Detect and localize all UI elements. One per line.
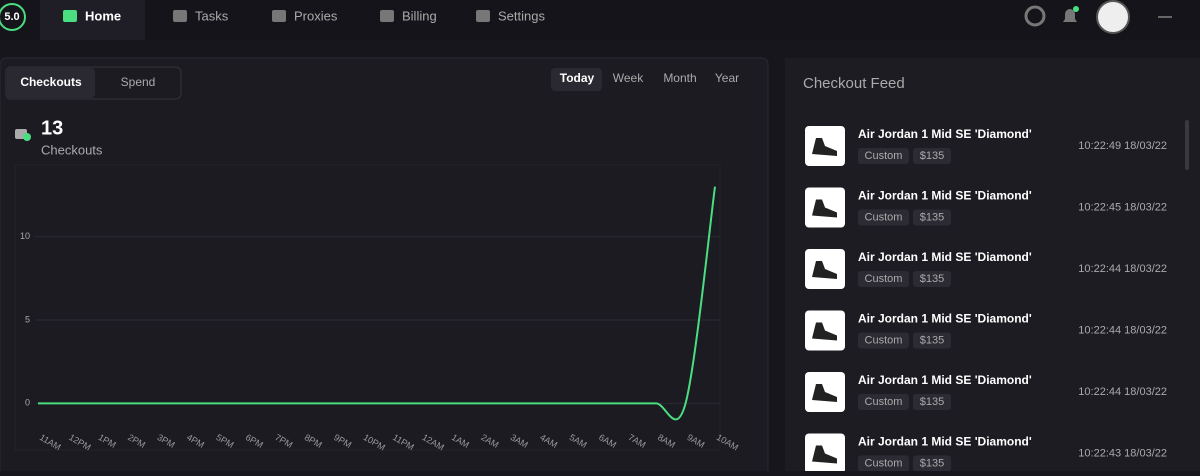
nav-item[interactable]: Settings <box>498 8 545 23</box>
tag-bg <box>913 455 951 472</box>
nav-icon[interactable] <box>272 10 286 22</box>
checkout-time: 10:22:44 18/03/22 <box>1078 324 1167 336</box>
tag-bg <box>858 209 909 226</box>
tag: $135 <box>920 396 944 408</box>
scrollbar[interactable] <box>1185 120 1189 170</box>
nav-icon[interactable] <box>380 10 394 22</box>
notification-dot <box>1073 6 1079 12</box>
tag: $135 <box>920 150 944 162</box>
product-name: Air Jordan 1 Mid SE 'Diamond' <box>858 127 1032 141</box>
y-tick-label: 10 <box>20 231 30 241</box>
nav-item[interactable]: Home <box>85 8 121 23</box>
tab[interactable]: Checkouts <box>20 75 82 89</box>
range-option[interactable]: Today <box>560 71 595 85</box>
active-nav-bg <box>40 0 145 40</box>
tag-bg <box>858 148 909 164</box>
line <box>38 186 716 421</box>
feed-title: Checkout Feed <box>803 75 905 92</box>
tag: Custom <box>865 211 903 223</box>
checkout-time: 10:22:49 18/03/22 <box>1078 140 1167 152</box>
product-image <box>805 433 845 474</box>
nav-icon[interactable] <box>476 10 490 22</box>
tag-bg <box>858 271 909 287</box>
range-active-bg <box>551 68 602 91</box>
product-name: Air Jordan 1 Mid SE 'Diamond' <box>858 373 1032 387</box>
product-name: Air Jordan 1 Mid SE 'Diamond' <box>858 435 1032 449</box>
nav-item[interactable]: Billing <box>402 8 437 23</box>
tag-bg <box>913 394 951 410</box>
range-option[interactable]: Month <box>663 71 696 85</box>
tag-bg <box>913 332 951 349</box>
stat-icon <box>15 129 31 141</box>
tag: Custom <box>865 273 903 285</box>
shoe-icon <box>812 138 837 156</box>
tag: $135 <box>920 211 944 223</box>
tag-bg <box>913 209 951 226</box>
stat-label: Checkouts <box>41 142 103 157</box>
checkout-time: 10:22:45 18/03/22 <box>1078 201 1167 213</box>
product-name: Air Jordan 1 Mid SE 'Diamond' <box>858 250 1032 264</box>
nav-item[interactable]: Proxies <box>294 8 338 23</box>
y-tick-label: 5 <box>25 314 30 324</box>
tag-bg <box>858 394 909 410</box>
nav-item[interactable]: Tasks <box>195 8 229 23</box>
nav-icon[interactable] <box>63 10 77 22</box>
chart-panel <box>0 57 769 476</box>
avatar[interactable] <box>1096 0 1130 34</box>
tab[interactable]: Spend <box>121 75 156 89</box>
tag: $135 <box>920 457 944 469</box>
tag: Custom <box>865 396 903 408</box>
feed-panel <box>785 58 1200 476</box>
icon-bell[interactable] <box>1063 9 1077 22</box>
plot-area <box>14 164 721 451</box>
range-option[interactable]: Year <box>715 71 739 85</box>
tag-bg <box>858 455 909 472</box>
shoe-icon <box>812 199 837 218</box>
y-tick-label: 0 <box>25 398 30 408</box>
tag: Custom <box>865 334 903 346</box>
logo-ring <box>0 3 26 31</box>
stat-value: 13 <box>41 117 63 139</box>
tab-active-bg <box>7 68 95 98</box>
shoe-icon <box>812 384 837 402</box>
icon-logo[interactable] <box>1024 5 1046 27</box>
top-bar <box>0 0 1200 40</box>
tag-bg <box>858 332 909 349</box>
shoe-icon <box>812 261 837 279</box>
tag: $135 <box>920 334 944 346</box>
product-name: Air Jordan 1 Mid SE 'Diamond' <box>858 312 1032 326</box>
tag: Custom <box>865 457 903 469</box>
checkout-time: 10:22:43 18/03/22 <box>1078 447 1167 459</box>
checkout-time: 10:22:44 18/03/22 <box>1078 386 1167 398</box>
shoe-icon <box>812 445 837 464</box>
nav-icon[interactable] <box>173 10 187 22</box>
range-option[interactable]: Week <box>613 71 644 85</box>
shoe-icon <box>812 322 837 341</box>
tag-bg <box>913 271 951 287</box>
product-name: Air Jordan 1 Mid SE 'Diamond' <box>858 189 1032 203</box>
tag: $135 <box>920 273 944 285</box>
tag-bg <box>913 148 951 164</box>
logo: 5.0 <box>4 11 19 23</box>
checkout-time: 10:22:44 18/03/22 <box>1078 263 1167 275</box>
tag: Custom <box>865 150 903 162</box>
